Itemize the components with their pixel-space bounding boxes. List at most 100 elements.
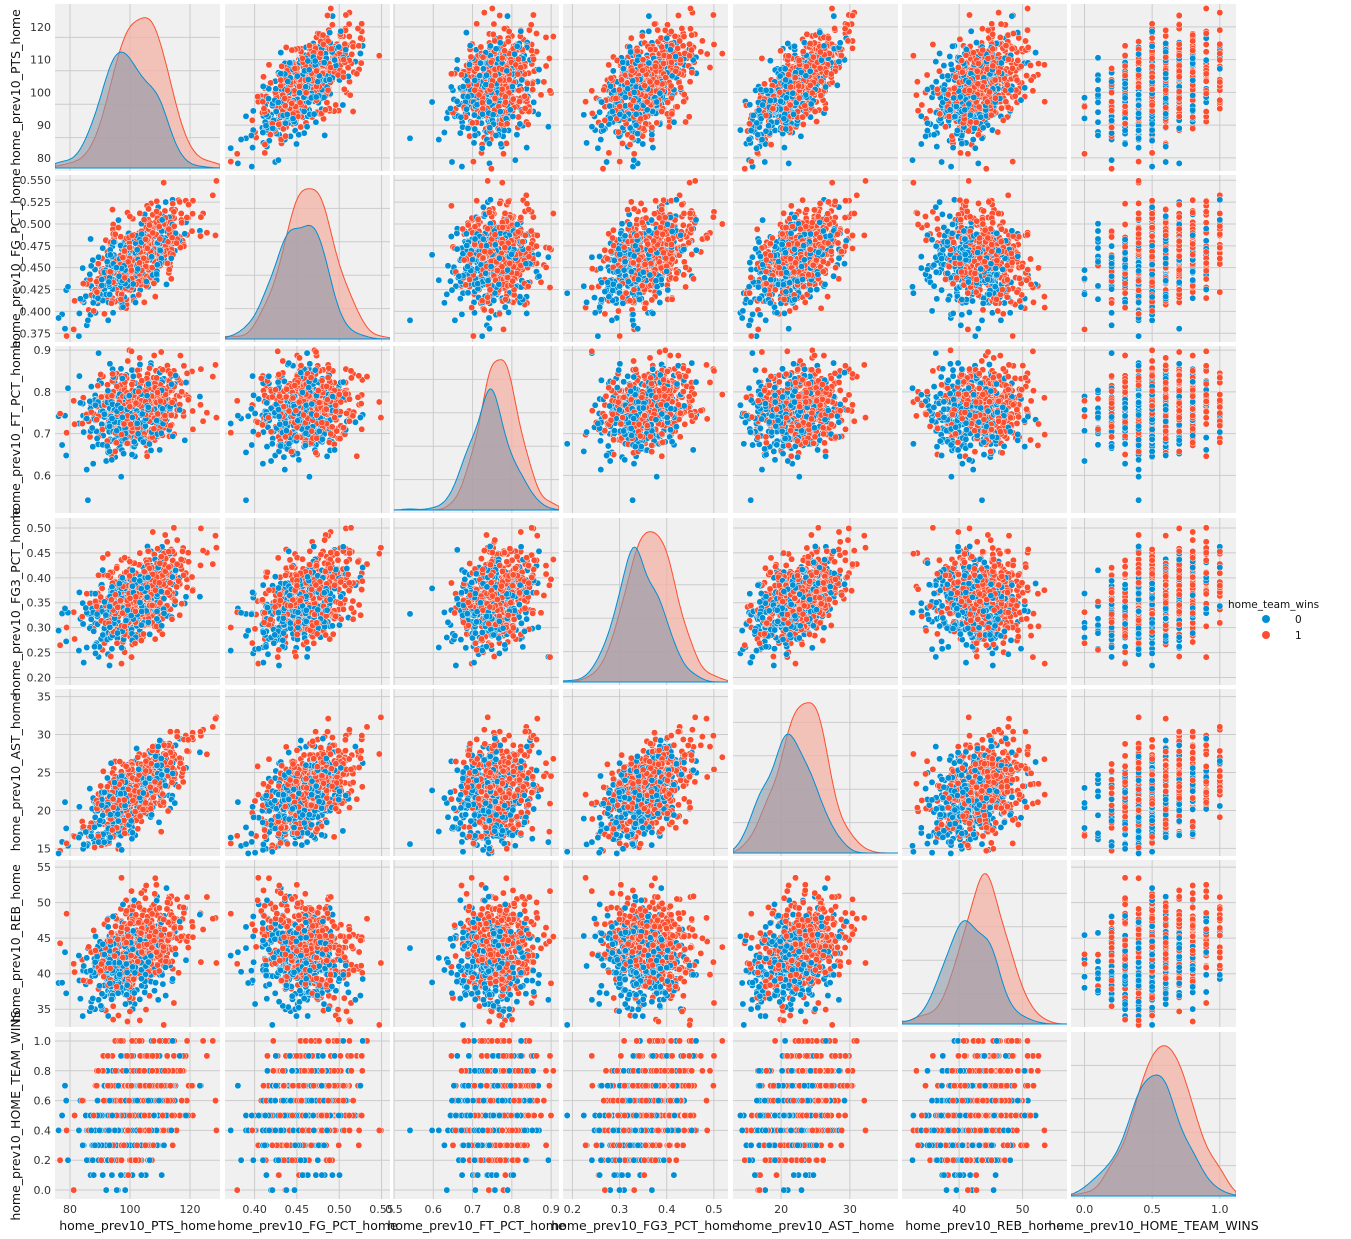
point-series-1	[710, 12, 716, 18]
point-series-1	[260, 99, 266, 105]
point-series-1	[919, 102, 925, 108]
point-series-1	[474, 65, 480, 71]
point-series-1	[628, 35, 634, 41]
point-series-0	[783, 95, 789, 101]
point-series-0	[767, 58, 773, 64]
point-series-0	[301, 108, 307, 114]
point-series-1	[589, 110, 595, 116]
point-series-0	[463, 29, 469, 35]
point-series-0	[531, 99, 537, 105]
point-series-1	[510, 96, 516, 102]
panel-0-5	[902, 4, 1067, 172]
point-series-0	[340, 102, 346, 108]
point-series-0	[287, 60, 293, 66]
point-series-1	[1024, 27, 1030, 33]
point-series-0	[922, 133, 928, 139]
point-series-1	[488, 83, 494, 89]
point-series-1	[777, 89, 783, 95]
point-series-0	[460, 83, 466, 89]
point-series-1	[788, 84, 794, 90]
point-series-0	[649, 132, 655, 138]
point-series-1	[983, 166, 989, 172]
point-series-0	[498, 141, 504, 147]
point-series-0	[631, 89, 637, 95]
point-series-1	[936, 68, 942, 74]
point-series-1	[817, 65, 823, 71]
point-series-1	[501, 48, 507, 54]
point-series-1	[346, 33, 352, 39]
panel-0-2	[394, 4, 559, 172]
point-series-0	[747, 102, 753, 108]
point-series-1	[838, 52, 844, 58]
point-series-1	[763, 112, 769, 118]
point-series-1	[799, 114, 805, 120]
point-series-0	[321, 59, 327, 65]
point-series-1	[647, 79, 653, 85]
point-series-1	[989, 21, 995, 27]
point-series-0	[785, 40, 791, 46]
point-series-0	[790, 111, 796, 117]
point-series-0	[786, 160, 792, 166]
point-series-1	[655, 27, 661, 33]
point-series-1	[515, 71, 521, 77]
point-series-0	[303, 84, 309, 90]
point-series-1	[354, 71, 360, 77]
point-series-0	[595, 145, 601, 151]
point-series-0	[275, 157, 281, 163]
point-series-1	[320, 41, 326, 47]
point-series-1	[818, 92, 824, 98]
point-series-0	[968, 28, 974, 34]
point-series-0	[284, 111, 290, 117]
point-series-1	[647, 46, 653, 52]
point-series-0	[634, 104, 640, 110]
point-series-0	[407, 135, 413, 141]
point-series-0	[790, 90, 796, 96]
point-series-0	[798, 133, 804, 139]
point-series-0	[465, 94, 471, 100]
point-series-0	[918, 141, 924, 147]
point-series-1	[759, 55, 765, 61]
point-series-1	[284, 87, 290, 93]
point-series-0	[486, 99, 492, 105]
point-series-1	[957, 150, 963, 156]
point-series-1	[488, 59, 494, 65]
panel-0-0	[55, 4, 220, 171]
point-series-1	[488, 166, 494, 172]
point-series-0	[667, 47, 673, 53]
point-series-0	[821, 43, 827, 49]
point-series-1	[528, 22, 534, 28]
point-series-1	[686, 53, 692, 59]
point-series-1	[502, 99, 508, 105]
point-series-1	[340, 57, 346, 63]
point-series-1	[785, 53, 791, 59]
point-series-1	[658, 35, 664, 41]
point-series-1	[761, 81, 767, 87]
point-series-0	[497, 40, 503, 46]
point-series-1	[254, 93, 260, 99]
point-series-1	[698, 49, 704, 55]
point-series-1	[654, 79, 660, 85]
point-series-1	[997, 34, 1003, 40]
point-series-1	[800, 121, 806, 127]
point-series-1	[1010, 158, 1016, 164]
point-series-0	[326, 76, 332, 82]
point-series-1	[329, 22, 335, 28]
point-series-1	[796, 95, 802, 101]
point-series-1	[687, 26, 693, 32]
point-series-0	[933, 58, 939, 64]
point-series-1	[849, 45, 855, 51]
point-series-1	[845, 38, 851, 44]
point-series-0	[429, 99, 435, 105]
point-series-1	[325, 87, 331, 93]
point-series-1	[818, 78, 824, 84]
point-series-0	[834, 82, 840, 88]
point-series-1	[320, 32, 326, 38]
point-series-0	[627, 49, 633, 55]
point-series-1	[506, 77, 512, 83]
point-series-1	[681, 91, 687, 97]
point-series-0	[493, 46, 499, 52]
point-series-0	[650, 144, 656, 150]
point-series-1	[642, 83, 648, 89]
point-series-1	[278, 83, 284, 89]
